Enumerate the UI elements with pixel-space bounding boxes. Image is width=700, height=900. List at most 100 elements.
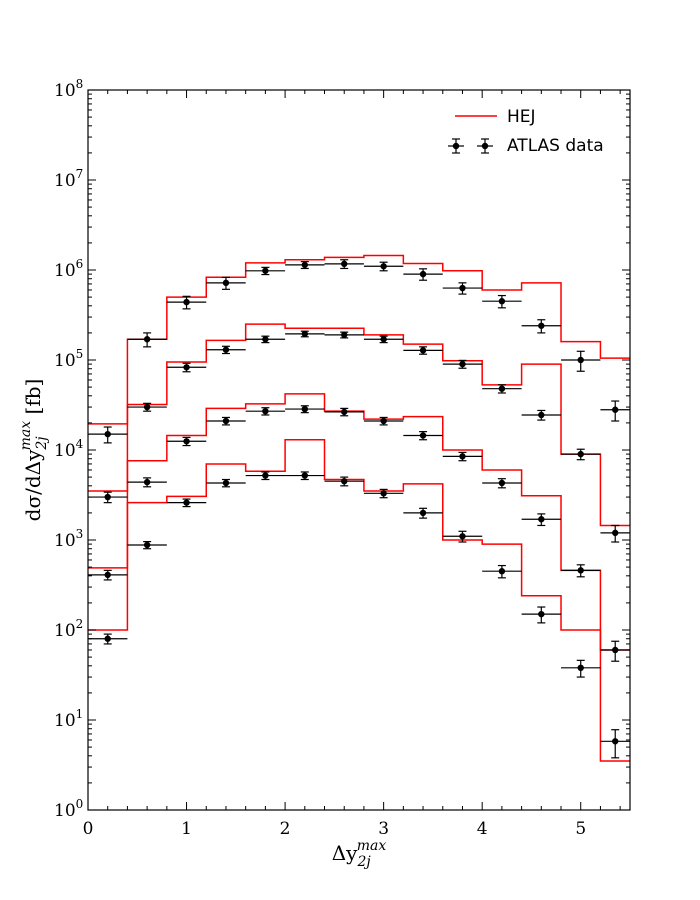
data-point (324, 407, 364, 417)
x-tick-label: 3 (378, 819, 389, 839)
data-marker (104, 571, 111, 579)
data-point (206, 416, 246, 426)
data-marker (143, 541, 151, 549)
data-point (285, 330, 325, 338)
data-point (127, 477, 167, 488)
data-point (206, 276, 246, 290)
data-point (127, 402, 167, 412)
data-point (166, 436, 207, 447)
data-marker (380, 417, 387, 425)
data-marker (301, 330, 308, 338)
data-marker (577, 356, 584, 364)
data-marker (183, 499, 190, 506)
data-marker (577, 450, 584, 458)
data-point (245, 471, 286, 481)
data-marker (143, 403, 151, 411)
data-point (403, 346, 443, 355)
data-marker (341, 478, 348, 485)
data-point (245, 266, 286, 276)
data-marker (612, 529, 619, 537)
y-tick-label: 108 (54, 77, 83, 101)
x-tick-label: 4 (477, 819, 488, 839)
data-marker (183, 364, 190, 371)
data-point (521, 513, 562, 527)
data-marker (301, 472, 308, 479)
data-point (285, 405, 325, 414)
hej-line-3 (88, 393, 630, 651)
plot-frame (87, 89, 631, 811)
data-point (482, 478, 522, 489)
data-marker (380, 336, 387, 343)
data-marker (612, 738, 619, 745)
data-marker (538, 610, 545, 618)
y-tick-label: 105 (54, 347, 83, 371)
y-tick-label: 101 (54, 707, 83, 731)
legend-hej-label: HEJ (507, 107, 536, 127)
data-marker (419, 432, 427, 439)
data-marker (104, 430, 111, 438)
data-marker (459, 360, 466, 368)
x-tick-label: 5 (575, 819, 586, 839)
data-marker (419, 347, 427, 354)
hej-lines (88, 254, 630, 762)
data-point (363, 488, 404, 499)
data-point (600, 640, 630, 662)
data-point (285, 260, 325, 270)
data-point (127, 332, 167, 348)
data-point (88, 569, 128, 581)
legend: HEJ ATLAS data (448, 107, 604, 156)
x-tick-label: 0 (83, 819, 94, 839)
legend-data-swatch (448, 138, 493, 154)
data-marker (341, 331, 348, 339)
data-point (442, 282, 483, 295)
data-marker (262, 267, 269, 274)
data-marker (262, 336, 269, 343)
data-marker (341, 260, 348, 268)
y-tick-label: 102 (54, 617, 83, 641)
data-point (403, 268, 443, 281)
data-point (521, 409, 562, 421)
y-axis-ticks: 100 101 102 103 104 105 106 107 108 (54, 77, 630, 821)
data-point (600, 524, 630, 543)
data-point (561, 564, 601, 578)
data-point (561, 448, 601, 461)
data-marker (380, 263, 387, 270)
x-tick-label: 1 (181, 819, 192, 839)
data-marker (222, 479, 230, 487)
data-point (442, 359, 483, 369)
data-marker (104, 493, 111, 501)
data-marker (577, 567, 584, 574)
data-point (206, 478, 246, 488)
data-point (206, 345, 246, 355)
data-point (127, 540, 167, 550)
data-marker (498, 479, 506, 487)
data-point (363, 261, 404, 272)
data-marker (380, 490, 387, 497)
data-marker (183, 298, 190, 306)
data-marker (262, 407, 269, 415)
data-point (88, 426, 128, 444)
data-point (600, 729, 630, 759)
data-marker (538, 516, 545, 523)
data-point (403, 507, 443, 519)
y-tick-label: 100 (54, 797, 83, 821)
y-tick-label: 104 (54, 437, 84, 461)
data-marker (459, 284, 466, 292)
legend-data-label: ATLAS data (507, 136, 604, 156)
data-point (442, 530, 483, 543)
data-point (561, 350, 601, 372)
data-marker (459, 533, 466, 540)
data-point (166, 295, 207, 310)
data-point (166, 362, 207, 373)
data-marker (301, 405, 308, 413)
data-marker (341, 408, 348, 416)
data-marker (222, 346, 230, 353)
data-point (521, 319, 562, 334)
data-marker (183, 438, 190, 445)
data-marker (419, 270, 427, 278)
data-point (245, 407, 286, 416)
data-point (324, 259, 364, 270)
data-marker (222, 279, 230, 287)
data-marker (262, 472, 269, 479)
hej-line-4 (88, 438, 630, 762)
